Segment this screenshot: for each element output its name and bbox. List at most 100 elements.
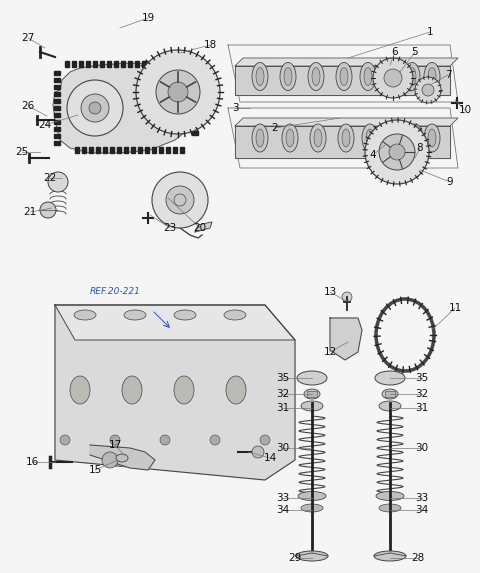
Text: 34: 34 <box>415 505 429 515</box>
Bar <box>177 61 181 67</box>
Bar <box>149 61 153 67</box>
Circle shape <box>252 446 264 458</box>
Text: 13: 13 <box>324 287 336 297</box>
Bar <box>54 134 60 138</box>
Circle shape <box>166 186 194 214</box>
Ellipse shape <box>122 376 142 404</box>
Text: 10: 10 <box>458 105 471 115</box>
Bar <box>72 61 76 67</box>
Text: 7: 7 <box>444 70 451 80</box>
Ellipse shape <box>362 124 378 152</box>
Text: 15: 15 <box>88 465 102 475</box>
Text: 3: 3 <box>232 103 238 113</box>
Bar <box>82 147 86 153</box>
Text: 23: 23 <box>163 223 177 233</box>
Text: 5: 5 <box>412 47 418 57</box>
Bar <box>79 61 83 67</box>
Ellipse shape <box>408 68 416 85</box>
Circle shape <box>48 172 68 192</box>
Circle shape <box>384 69 402 87</box>
Circle shape <box>415 77 441 103</box>
Bar <box>192 117 198 121</box>
Bar <box>96 147 100 153</box>
Ellipse shape <box>407 124 423 152</box>
Bar <box>54 78 60 82</box>
Bar <box>121 61 125 67</box>
Bar <box>191 61 195 67</box>
Ellipse shape <box>284 68 292 85</box>
Bar <box>93 61 97 67</box>
Circle shape <box>152 172 208 228</box>
Ellipse shape <box>308 62 324 91</box>
Ellipse shape <box>256 68 264 85</box>
Circle shape <box>102 452 118 468</box>
Ellipse shape <box>364 68 372 85</box>
Text: 32: 32 <box>276 389 289 399</box>
Bar <box>54 141 60 145</box>
Ellipse shape <box>70 376 90 404</box>
Ellipse shape <box>286 129 294 147</box>
Ellipse shape <box>301 401 323 411</box>
Bar <box>192 110 198 114</box>
Ellipse shape <box>252 124 268 152</box>
Text: 33: 33 <box>276 493 289 503</box>
Text: 31: 31 <box>276 403 289 413</box>
Bar <box>65 61 69 67</box>
Circle shape <box>67 80 123 136</box>
Ellipse shape <box>376 492 404 500</box>
Text: 19: 19 <box>142 13 155 23</box>
Text: 30: 30 <box>415 443 429 453</box>
Bar <box>54 113 60 117</box>
Ellipse shape <box>375 371 405 385</box>
Text: 1: 1 <box>427 27 433 37</box>
Ellipse shape <box>226 376 246 404</box>
Bar <box>170 61 174 67</box>
Ellipse shape <box>387 124 403 152</box>
Bar <box>128 61 132 67</box>
Bar <box>180 147 184 153</box>
Ellipse shape <box>391 129 399 147</box>
Ellipse shape <box>336 62 352 91</box>
Circle shape <box>160 435 170 445</box>
Text: 8: 8 <box>417 143 423 153</box>
Polygon shape <box>235 118 458 126</box>
Bar <box>54 127 60 131</box>
Polygon shape <box>195 222 212 232</box>
Bar <box>192 82 198 86</box>
Ellipse shape <box>424 62 440 91</box>
Text: REF.20-221: REF.20-221 <box>90 287 141 296</box>
Ellipse shape <box>342 129 350 147</box>
Text: 28: 28 <box>411 553 425 563</box>
Ellipse shape <box>116 454 128 462</box>
Circle shape <box>260 435 270 445</box>
Bar <box>159 147 163 153</box>
Text: 16: 16 <box>25 457 38 467</box>
Ellipse shape <box>314 129 322 147</box>
Ellipse shape <box>428 129 436 147</box>
Text: 21: 21 <box>24 207 36 217</box>
Circle shape <box>365 120 429 184</box>
Bar <box>307 391 317 397</box>
Polygon shape <box>235 66 450 95</box>
Circle shape <box>156 70 200 114</box>
Ellipse shape <box>280 62 296 91</box>
Polygon shape <box>55 305 295 340</box>
Bar <box>192 96 198 100</box>
Text: 20: 20 <box>193 223 206 233</box>
Circle shape <box>81 94 109 122</box>
Ellipse shape <box>298 492 326 500</box>
Circle shape <box>373 58 413 98</box>
Bar <box>124 147 128 153</box>
Ellipse shape <box>385 62 401 91</box>
Bar <box>166 147 170 153</box>
Text: 32: 32 <box>415 389 429 399</box>
Bar <box>385 391 395 397</box>
Ellipse shape <box>389 68 397 85</box>
Ellipse shape <box>297 371 327 385</box>
Ellipse shape <box>374 551 406 561</box>
Ellipse shape <box>428 68 436 85</box>
Ellipse shape <box>301 504 323 512</box>
Bar <box>114 61 118 67</box>
Text: 22: 22 <box>43 173 57 183</box>
Polygon shape <box>330 318 362 360</box>
